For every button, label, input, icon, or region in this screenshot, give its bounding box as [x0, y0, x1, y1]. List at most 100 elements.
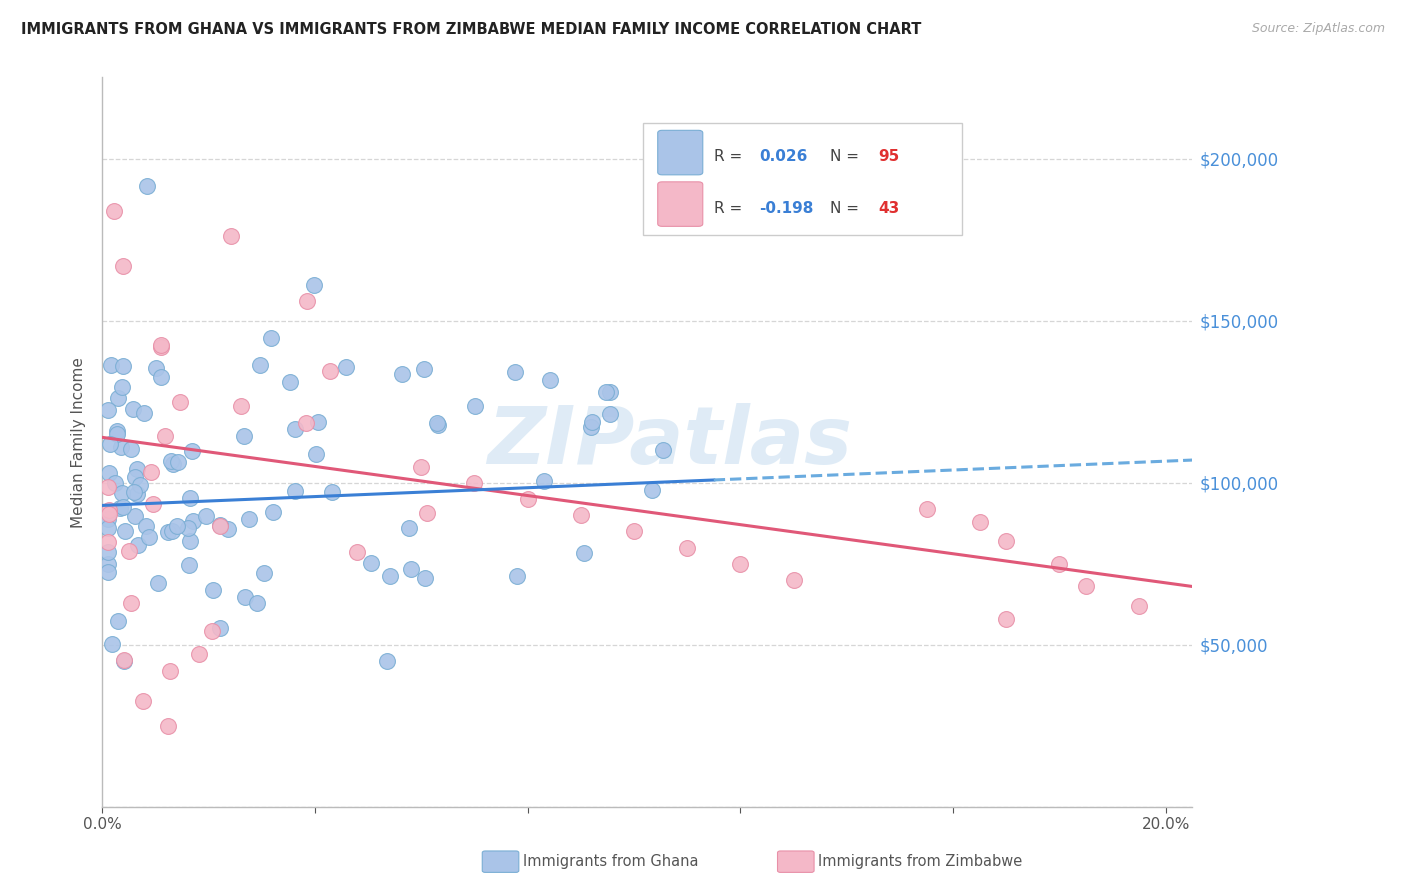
Point [599, 385, 621, 400]
Point [201, 582, 224, 597]
Point [150, 338, 173, 352]
Point [112, 500, 135, 514]
Point [623, 524, 645, 539]
Text: Source: ZipAtlas.com: Source: ZipAtlas.com [1251, 22, 1385, 36]
Point [98, 437, 121, 451]
Point [107, 391, 129, 405]
Point [146, 575, 169, 590]
Point [96, 557, 118, 571]
Text: R =: R = [714, 149, 747, 164]
Point [166, 518, 188, 533]
Point [125, 462, 148, 476]
Text: IMMIGRANTS FROM GHANA VS IMMIGRANTS FROM ZIMBABWE MEDIAN FAMILY INCOME CORRELATI: IMMIGRANTS FROM GHANA VS IMMIGRANTS FROM… [21, 22, 921, 37]
Point [179, 491, 201, 505]
Point [118, 543, 141, 558]
Point [122, 484, 145, 499]
Point [1074, 580, 1097, 594]
Point [411, 459, 433, 474]
Point [127, 538, 149, 552]
Point [108, 500, 131, 515]
Point [105, 426, 128, 441]
Point [104, 476, 127, 491]
Point [141, 465, 163, 479]
Point [380, 569, 402, 583]
Point [111, 486, 134, 500]
Point [112, 654, 135, 668]
Point [506, 568, 529, 582]
Point [128, 478, 150, 492]
Text: Immigrants from Ghana: Immigrants from Ghana [523, 855, 699, 869]
Point [103, 204, 125, 219]
Point [572, 546, 595, 560]
Point [150, 341, 173, 355]
Point [1128, 599, 1150, 613]
Point [375, 654, 398, 668]
Point [463, 475, 485, 490]
Point [581, 416, 603, 430]
Point [110, 440, 132, 454]
Point [398, 521, 420, 535]
Point [142, 497, 165, 511]
Point [179, 533, 201, 548]
Point [533, 474, 555, 488]
Point [969, 515, 991, 529]
Point [162, 524, 184, 538]
Point [516, 491, 538, 506]
Point [114, 524, 136, 539]
Point [569, 508, 592, 523]
Point [676, 541, 699, 555]
Point [233, 590, 256, 604]
Point [97, 507, 120, 521]
Point [208, 517, 231, 532]
Point [156, 524, 179, 539]
Point [101, 637, 124, 651]
Point [149, 369, 172, 384]
Point [219, 229, 242, 244]
Point [100, 358, 122, 372]
Point [179, 558, 201, 573]
Point [114, 653, 136, 667]
Point [284, 483, 307, 498]
Point [135, 519, 157, 533]
Point [121, 401, 143, 416]
Point [111, 259, 134, 273]
Point [321, 485, 343, 500]
Point [260, 330, 283, 344]
Point [96, 480, 118, 494]
Text: -0.198: -0.198 [759, 201, 814, 216]
Point [284, 422, 307, 436]
Point [195, 508, 218, 523]
Point [97, 534, 120, 549]
Point [124, 469, 146, 483]
Point [134, 406, 156, 420]
Point [209, 519, 232, 533]
Point [581, 420, 603, 434]
Point [209, 621, 232, 635]
Point [162, 457, 184, 471]
Point [295, 293, 318, 308]
Point [145, 360, 167, 375]
Text: 0.026: 0.026 [759, 149, 808, 164]
Point [412, 362, 434, 376]
Point [426, 416, 449, 430]
Point [110, 380, 132, 394]
Point [96, 521, 118, 535]
Y-axis label: Median Family Income: Median Family Income [72, 357, 86, 528]
Text: R =: R = [714, 201, 747, 216]
Point [120, 596, 142, 610]
Point [169, 395, 191, 409]
Point [307, 415, 329, 429]
Point [280, 375, 302, 389]
Point [188, 647, 211, 661]
Point [107, 614, 129, 628]
Point [595, 384, 617, 399]
Point [302, 278, 325, 293]
Point [96, 545, 118, 559]
Point [246, 597, 269, 611]
Point [262, 505, 284, 519]
Point [125, 487, 148, 501]
Text: 95: 95 [879, 149, 900, 164]
Point [651, 443, 673, 458]
Point [200, 624, 222, 639]
Point [782, 573, 804, 587]
